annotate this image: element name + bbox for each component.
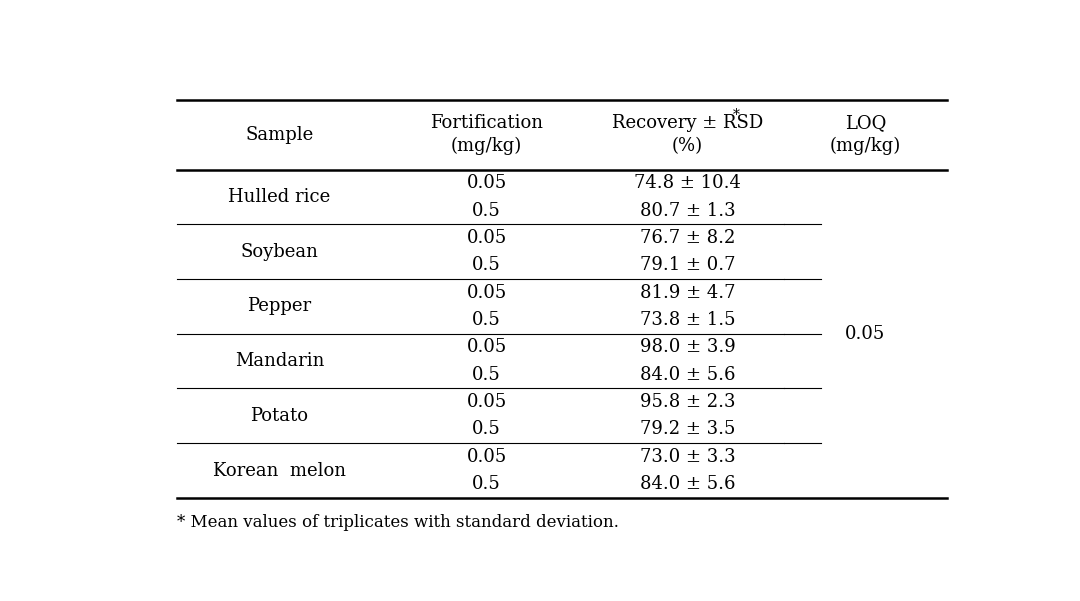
Text: 0.05: 0.05 bbox=[846, 325, 886, 343]
Text: (mg/kg): (mg/kg) bbox=[829, 137, 901, 156]
Text: Recovery ± RSD: Recovery ± RSD bbox=[611, 114, 764, 132]
Text: *: * bbox=[732, 108, 740, 122]
Text: 0.05: 0.05 bbox=[467, 393, 507, 411]
Text: Korean  melon: Korean melon bbox=[213, 462, 346, 480]
Text: LOQ: LOQ bbox=[845, 114, 886, 132]
Text: * Mean values of triplicates with standard deviation.: * Mean values of triplicates with standa… bbox=[177, 514, 619, 531]
Text: 84.0 ± 5.6: 84.0 ± 5.6 bbox=[639, 475, 735, 493]
Text: 0.5: 0.5 bbox=[472, 366, 501, 384]
Text: Hulled rice: Hulled rice bbox=[228, 188, 330, 206]
Text: 0.5: 0.5 bbox=[472, 256, 501, 274]
Text: 73.0 ± 3.3: 73.0 ± 3.3 bbox=[639, 448, 735, 466]
Text: Sample: Sample bbox=[245, 126, 313, 144]
Text: 0.05: 0.05 bbox=[467, 448, 507, 466]
Text: 73.8 ± 1.5: 73.8 ± 1.5 bbox=[639, 311, 735, 329]
Text: (%): (%) bbox=[672, 137, 703, 155]
Text: 98.0 ± 3.9: 98.0 ± 3.9 bbox=[639, 338, 735, 356]
Text: Mandarin: Mandarin bbox=[234, 352, 324, 370]
Text: 80.7 ± 1.3: 80.7 ± 1.3 bbox=[639, 201, 735, 219]
Text: 0.05: 0.05 bbox=[467, 229, 507, 247]
Text: 79.1 ± 0.7: 79.1 ± 0.7 bbox=[639, 256, 735, 274]
Text: 84.0 ± 5.6: 84.0 ± 5.6 bbox=[639, 366, 735, 384]
Text: 0.05: 0.05 bbox=[467, 174, 507, 192]
Text: 95.8 ± 2.3: 95.8 ± 2.3 bbox=[639, 393, 735, 411]
Text: 0.05: 0.05 bbox=[467, 284, 507, 302]
Text: 0.5: 0.5 bbox=[472, 475, 501, 493]
Text: 79.2 ± 3.5: 79.2 ± 3.5 bbox=[639, 421, 735, 439]
Text: 0.5: 0.5 bbox=[472, 201, 501, 219]
Text: Fortification: Fortification bbox=[430, 114, 543, 132]
Text: 76.7 ± 8.2: 76.7 ± 8.2 bbox=[639, 229, 735, 247]
Text: (mg/kg): (mg/kg) bbox=[451, 137, 522, 156]
Text: 0.5: 0.5 bbox=[472, 421, 501, 439]
Text: 74.8 ± 10.4: 74.8 ± 10.4 bbox=[634, 174, 741, 192]
Text: 81.9 ± 4.7: 81.9 ± 4.7 bbox=[639, 284, 735, 302]
Text: Potato: Potato bbox=[251, 407, 309, 425]
Text: Soybean: Soybean bbox=[241, 243, 319, 261]
Text: 0.5: 0.5 bbox=[472, 311, 501, 329]
Text: Pepper: Pepper bbox=[247, 297, 311, 316]
Text: 0.05: 0.05 bbox=[467, 338, 507, 356]
